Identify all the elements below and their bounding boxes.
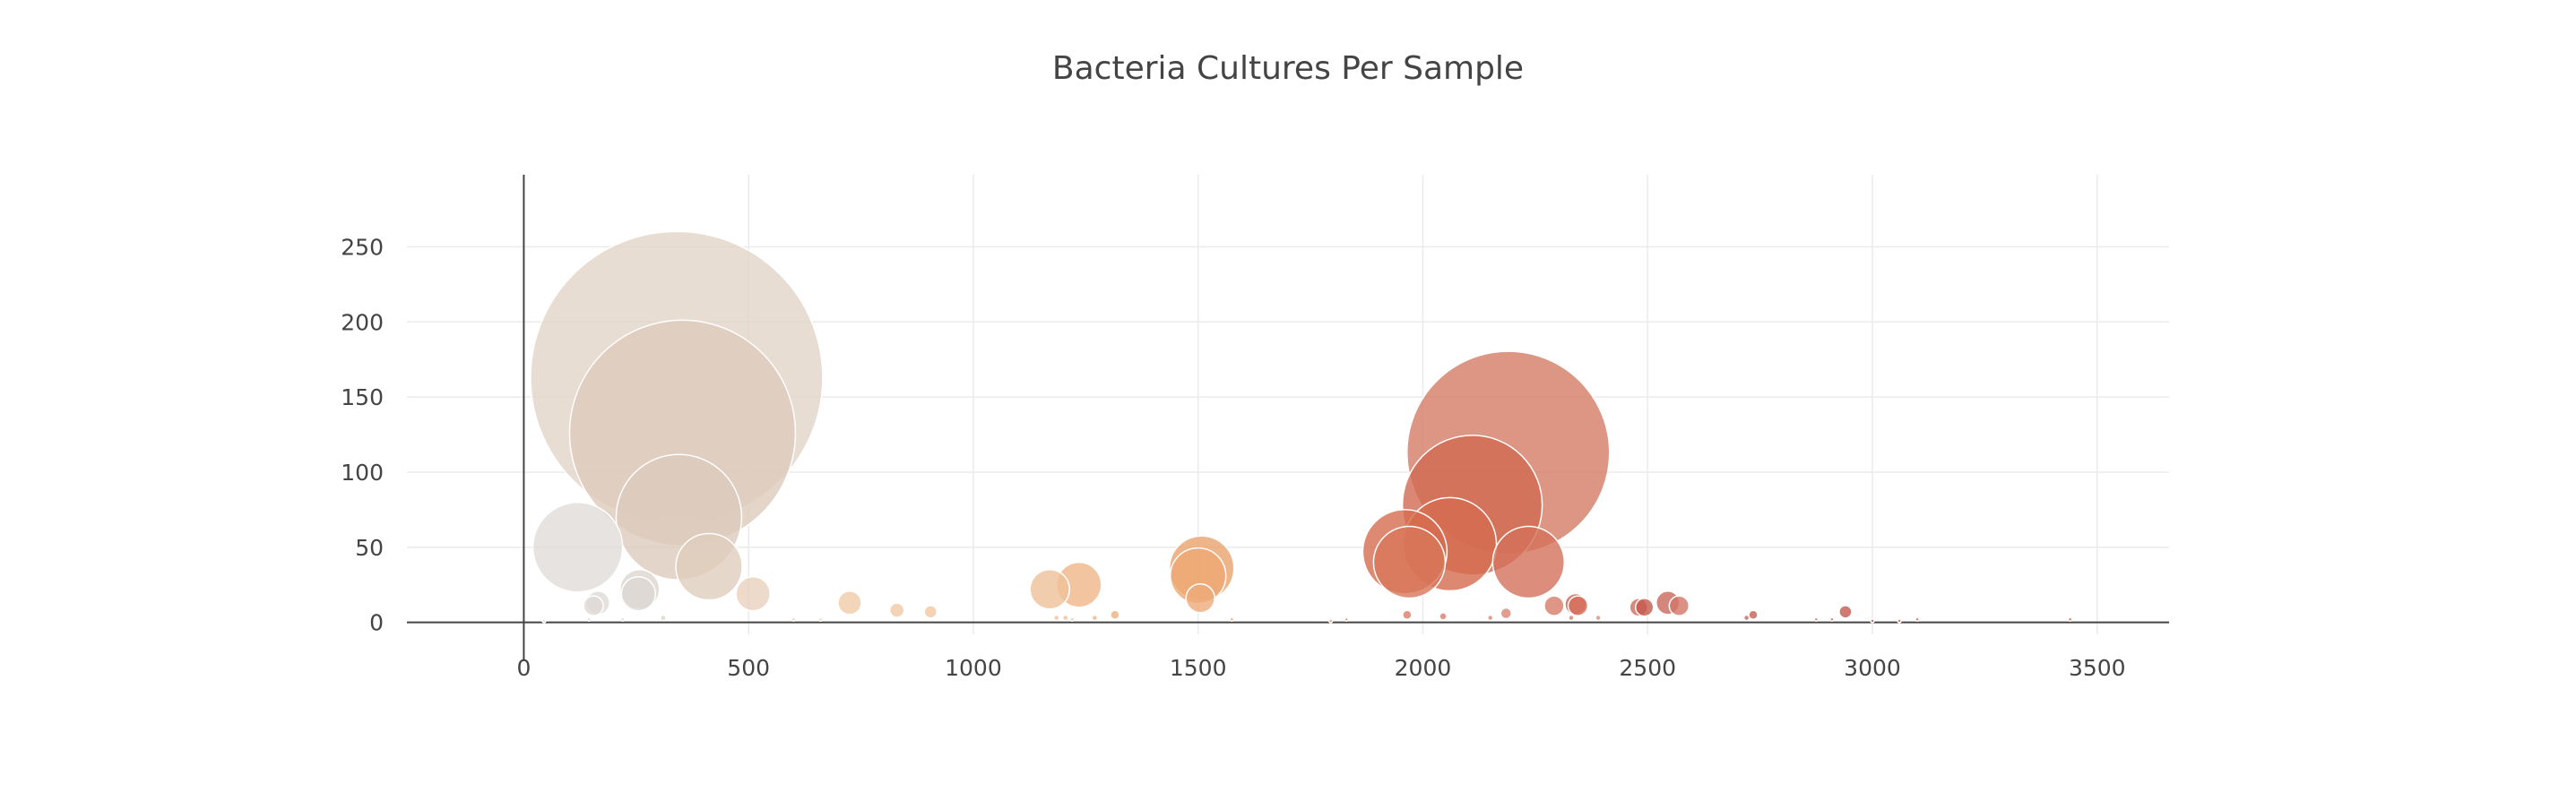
data-bubble[interactable] [1439, 612, 1448, 621]
data-bubble[interactable] [583, 595, 604, 616]
bubble-layer [530, 230, 2073, 624]
x-tick-label: 1000 [945, 655, 1002, 681]
data-bubble[interactable] [1229, 616, 1235, 622]
data-bubble[interactable] [791, 616, 797, 622]
axis-layer [407, 175, 2169, 661]
data-bubble[interactable] [735, 575, 771, 612]
data-bubble[interactable] [532, 502, 624, 593]
x-tick-label: 2000 [1395, 655, 1452, 681]
data-bubble[interactable] [619, 616, 626, 622]
data-bubble[interactable] [1567, 595, 1589, 616]
data-bubble[interactable] [1543, 595, 1565, 616]
x-tick-label: 1500 [1170, 655, 1227, 681]
data-bubble[interactable] [2067, 616, 2073, 622]
data-bubble[interactable] [620, 575, 657, 612]
data-bubble[interactable] [1500, 607, 1512, 620]
data-bubble[interactable] [1327, 618, 1334, 624]
data-bubble[interactable] [1742, 614, 1750, 622]
data-bubble[interactable] [817, 616, 824, 622]
data-bubble[interactable] [1029, 568, 1070, 610]
data-bubble[interactable] [1897, 618, 1902, 624]
data-bubble[interactable] [1668, 595, 1690, 616]
data-bubble[interactable] [1838, 605, 1853, 619]
tick-label-layer: 0 500 1000 1500 2000 2500 3000 3500 0 50 100 150 200… [341, 234, 2125, 681]
x-tick-label: 2500 [1619, 655, 1676, 681]
x-tick-label: 3000 [1844, 655, 1901, 681]
data-bubble[interactable] [1486, 614, 1494, 622]
data-bubble[interactable] [1344, 616, 1349, 622]
x-tick-label: 0 [516, 655, 531, 681]
data-bubble[interactable] [1915, 616, 1920, 622]
data-bubble[interactable] [675, 532, 743, 601]
data-bubble[interactable] [586, 616, 592, 622]
x-tick-label: 3500 [2069, 655, 2126, 681]
data-bubble[interactable] [1052, 614, 1060, 622]
data-bubble[interactable] [1091, 614, 1099, 622]
x-tick-label: 500 [727, 655, 770, 681]
data-bubble[interactable] [541, 618, 547, 624]
y-tick-label: 100 [341, 460, 384, 486]
y-tick-label: 50 [355, 535, 384, 561]
data-bubble[interactable] [660, 614, 667, 622]
data-bubble[interactable] [1748, 609, 1759, 620]
y-tick-label: 0 [369, 610, 384, 636]
data-bubble[interactable] [1372, 525, 1447, 599]
data-bubble[interactable] [1595, 614, 1602, 622]
data-bubble[interactable] [1185, 583, 1215, 614]
y-tick-label: 250 [341, 234, 384, 260]
data-bubble[interactable] [1829, 616, 1835, 622]
data-bubble[interactable] [923, 605, 938, 619]
data-bubble[interactable] [1870, 618, 1875, 624]
data-bubble[interactable] [1568, 614, 1575, 622]
y-tick-label: 200 [341, 309, 384, 335]
data-bubble[interactable] [1402, 609, 1413, 620]
data-bubble[interactable] [1069, 616, 1076, 622]
data-bubble[interactable] [1634, 598, 1655, 617]
chart-title: Bacteria Cultures Per Sample [1051, 50, 1525, 87]
data-bubble[interactable] [837, 590, 862, 616]
data-bubble[interactable] [1813, 616, 1820, 622]
data-bubble[interactable] [1491, 525, 1566, 599]
data-bubble[interactable] [1061, 614, 1069, 622]
y-tick-label: 150 [341, 384, 384, 410]
data-bubble[interactable] [888, 602, 905, 618]
data-bubble[interactable] [1110, 609, 1120, 620]
